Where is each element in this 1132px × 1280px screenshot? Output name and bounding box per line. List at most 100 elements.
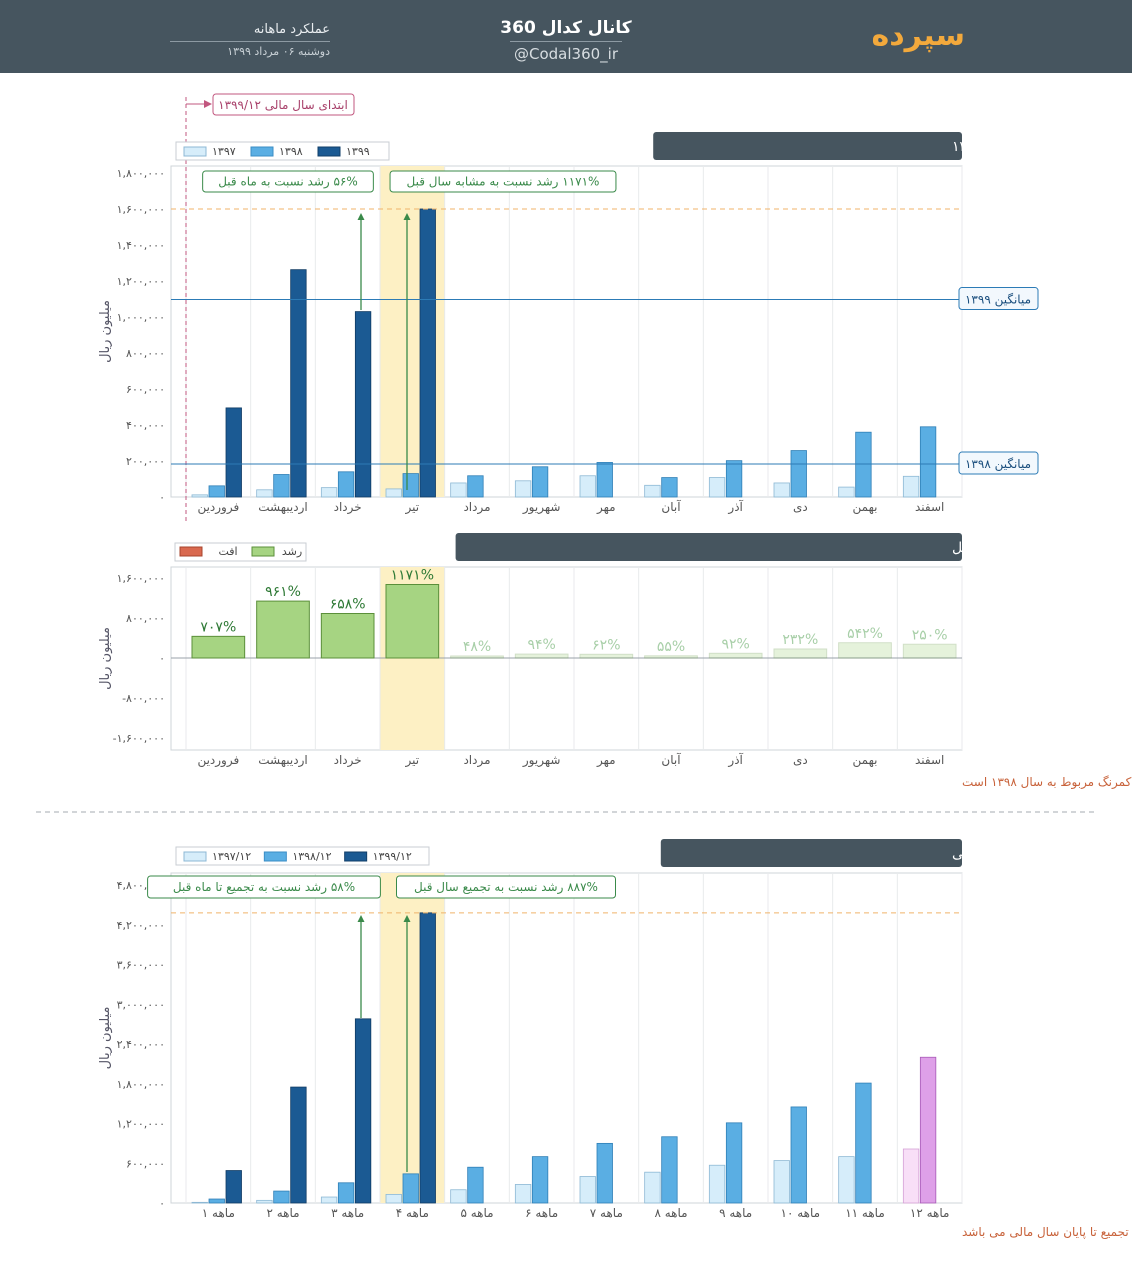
bar-397: [644, 484, 661, 498]
cumulative-bar: [273, 1190, 290, 1204]
company-name: سپرده: [871, 18, 965, 53]
x-tick-label: مرداد: [463, 500, 490, 515]
report-info: عملکرد ماهانه دوشنبه ۰۶ مرداد ۱۳۹۹: [170, 22, 330, 58]
growth-bar: [256, 600, 310, 659]
y-tick-label: ۱,۶۰۰,۰۰۰: [117, 572, 165, 585]
bar-397: [838, 486, 855, 498]
plot-area: [170, 872, 963, 1204]
chart-title: میزان رشد یا افت درآمد ماهانه نسبت به دو…: [952, 539, 1132, 556]
average-label: میانگین ۱۳۹۹: [965, 293, 1031, 308]
legend-swatch: [317, 146, 341, 157]
y-tick-label: ۰: [159, 652, 165, 665]
x-tick-label: اسفند: [915, 500, 944, 514]
bar-399: [354, 311, 372, 498]
annotation-box: [389, 170, 617, 193]
cumulative-bar: [208, 1198, 225, 1204]
arrow-head: [403, 213, 411, 220]
x-tick-label: ۳ ماهه: [331, 1206, 364, 1220]
x-tick-label: ۸ ماهه: [654, 1206, 687, 1220]
x-tick-label: ۲ ماهه: [266, 1206, 299, 1220]
annotation-box: [396, 875, 616, 899]
x-tick-label: ۱۰ ماهه: [781, 1206, 821, 1220]
bar-399: [290, 269, 307, 498]
bar-399: [225, 407, 242, 498]
bar-398: [337, 471, 355, 498]
x-tick-label: فروردین: [197, 753, 239, 768]
x-tick-label: آبان: [661, 752, 681, 767]
bar-397: [708, 477, 726, 498]
growth-bar: [708, 652, 763, 659]
y-tick-label: ۱,۶۰۰,۰۰۰: [117, 203, 165, 216]
chart-title-box: [455, 533, 962, 561]
fiscal-start-box: [212, 93, 355, 116]
bar-398: [790, 450, 807, 498]
average-label: میانگین ۱۳۹۸: [965, 457, 1031, 472]
growth-bar: [385, 584, 440, 659]
footnote-purple: * ستون های بنفش مربوط به تجمیع تا پایان …: [962, 1225, 1132, 1240]
y-axis-label: میلیون ریال: [98, 300, 113, 363]
growth-bar: [191, 635, 246, 659]
y-tick-label: ۴,۲۰۰,۰۰۰: [117, 919, 165, 932]
report-header: عملکرد ماهانه دوشنبه ۰۶ مرداد ۱۳۹۹ کانال…: [0, 0, 1132, 73]
annotation-text: ۱۱۷۱% رشد نسبت به مشابه سال قبل: [407, 175, 600, 190]
legend-label: ۱۳۹۸/۱۲: [292, 850, 331, 863]
cumulative-bar: [596, 1142, 613, 1204]
legend-swatch: [250, 146, 274, 157]
bar-398: [208, 485, 225, 498]
bar-398: [273, 474, 290, 498]
x-tick-label: اسفند: [915, 753, 944, 767]
x-tick-label: فروردین: [197, 500, 239, 515]
bar-398: [402, 473, 419, 498]
cumulative-bar: [790, 1106, 807, 1204]
bar-399: [419, 208, 436, 498]
x-tick-label: مرداد: [463, 753, 490, 768]
cumulative-bar: [402, 1173, 419, 1204]
chart-title-box: [660, 839, 962, 867]
plot-area: [170, 165, 963, 498]
legend-swatch: [183, 851, 207, 862]
bar-397: [320, 487, 338, 498]
legend-label: ۱۳۹۹/۱۲: [373, 850, 412, 863]
cumulative-bar: [337, 1182, 355, 1204]
x-tick-label: شهریور: [522, 500, 561, 515]
x-tick-label: ۷ ماهه: [590, 1206, 623, 1220]
y-tick-label: ۱,۲۰۰,۰۰۰: [117, 1118, 165, 1131]
y-tick-label: ۳,۰۰۰,۰۰۰: [117, 998, 165, 1011]
cumulative-bar: [531, 1156, 549, 1204]
bar-397: [579, 475, 596, 498]
legend-swatch: [263, 851, 287, 862]
arrow-head: [403, 915, 411, 922]
growth-percent-label: ۲۵۰%: [912, 627, 948, 643]
x-tick-label: اردیبهشت: [258, 500, 307, 515]
y-tick-label: ۸۰۰,۰۰۰: [126, 347, 165, 360]
cumulative-bar: [919, 1056, 937, 1204]
bar-398: [855, 431, 872, 498]
footnote-colors: * موارد پررنگ مربوط به سال ۱۳۹۹ و موارد …: [962, 775, 1132, 790]
x-tick-label: مهر: [596, 500, 616, 515]
cumulative-bar: [644, 1171, 661, 1204]
legend-label: ۱۳۹۸: [279, 145, 303, 158]
y-tick-label: ۰: [159, 491, 165, 504]
legend-swatch-decline: [179, 546, 203, 557]
y-tick-label: ۳,۶۰۰,۰۰۰: [117, 959, 165, 972]
x-tick-label: ۱۲ ماهه: [910, 1206, 950, 1220]
growth-percent-label: ۹۶۱%: [265, 584, 301, 600]
x-tick-label: خرداد: [334, 753, 362, 768]
growth-bar: [902, 643, 957, 659]
growth-percent-label: ۶۵۸%: [330, 597, 366, 613]
x-tick-label: ۶ ماهه: [525, 1206, 558, 1220]
arrow-head: [357, 213, 365, 220]
cumulative-bar: [773, 1160, 790, 1204]
bar-398: [725, 460, 743, 498]
growth-bar: [838, 642, 892, 659]
cumulative-bar: [579, 1176, 596, 1204]
y-tick-label: ۱,۰۰۰,۰۰۰: [117, 311, 165, 324]
cumulative-bar: [290, 1086, 307, 1204]
y-tick-label: ۲۰۰,۰۰۰: [126, 455, 165, 468]
y-tick-label: ۱,۲۰۰,۰۰۰: [117, 275, 165, 288]
fiscal-start-label: ابتدای سال مالی ۱۳۹۹/۱۲: [218, 98, 348, 112]
growth-percent-label: ۴۸%: [463, 639, 491, 655]
y-tick-label: ۶۰۰,۰۰۰: [126, 383, 165, 396]
charts-canvas: @Codal360_ir@Codal360_ir@Codal360_ir۰۲۰۰…: [36, 93, 1132, 1240]
growth-percent-label: ۵۴۲%: [847, 626, 883, 642]
